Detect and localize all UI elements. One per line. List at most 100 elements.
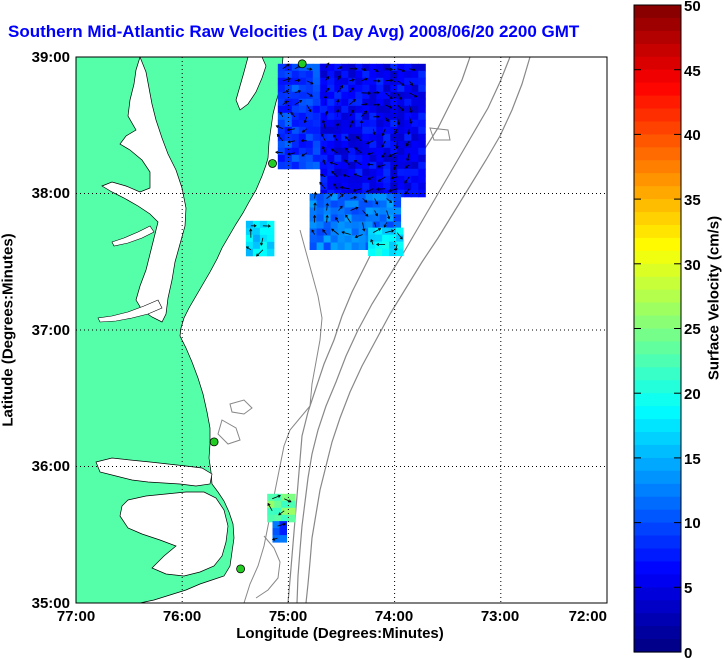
velocity-cell: [418, 119, 426, 128]
velocity-cell: [334, 77, 342, 86]
velocity-cell: [291, 126, 300, 135]
velocity-arrow: [340, 186, 350, 190]
velocity-cell: [397, 147, 405, 156]
velocity-cell: [327, 126, 335, 135]
velocity-cell: [418, 161, 426, 170]
velocity-cell: [266, 227, 275, 236]
york-river-water: [111, 225, 155, 247]
velocity-cell: [309, 193, 318, 201]
velocity-cell: [298, 119, 307, 128]
velocity-arrowhead: [356, 136, 360, 140]
velocity-cell: [305, 77, 314, 86]
velocity-arrowhead: [285, 90, 290, 94]
velocity-arrowhead: [404, 180, 408, 184]
velocity-cell: [393, 214, 402, 222]
velocity-cell: [334, 182, 342, 191]
velocity-cell: [277, 77, 286, 86]
velocity-arrow: [338, 205, 343, 211]
velocity-cell: [305, 126, 314, 135]
velocity-arrowhead: [329, 193, 333, 197]
velocity-cell: [386, 207, 395, 215]
isobath-deep: [305, 57, 531, 603]
velocity-cell: [355, 182, 363, 191]
velocity-arrow: [267, 503, 273, 511]
velocity-arrowhead: [256, 253, 260, 257]
james-river-water: [97, 299, 163, 323]
velocity-cell: [362, 161, 370, 170]
velocity-cell: [396, 248, 404, 257]
velocity-cell: [369, 168, 377, 177]
velocity-cell: [397, 133, 405, 142]
velocity-cell: [341, 182, 349, 191]
x-axis-label: Longitude (Degrees:Minutes): [236, 625, 444, 642]
velocity-cell: [358, 242, 367, 250]
velocity-cell: [365, 200, 374, 208]
velocity-cell: [277, 91, 286, 100]
velocity-cell: [312, 98, 321, 107]
velocity-cell: [327, 154, 335, 163]
colorbar-band: [634, 212, 681, 226]
velocity-arrow: [408, 80, 413, 86]
velocity-cell: [397, 77, 405, 86]
velocity-cell: [277, 105, 286, 114]
velocity-arrowhead: [350, 120, 354, 124]
velocity-arrow: [385, 104, 392, 109]
velocity-cell: [411, 77, 419, 86]
velocity-arrowhead: [282, 522, 286, 526]
velocity-arrowhead: [323, 95, 328, 99]
velocity-cell: [383, 112, 391, 121]
velocity-arrow: [381, 152, 386, 158]
velocity-cell: [298, 84, 307, 93]
y-tick-label: 36:00: [32, 458, 70, 475]
velocity-cell: [376, 147, 384, 156]
velocity-cell: [341, 112, 349, 121]
velocity-arrow: [362, 210, 369, 217]
velocity-cell: [309, 242, 318, 250]
velocity-arrowhead: [383, 224, 387, 228]
land-layer: [76, 57, 284, 603]
velocity-cell: [390, 140, 398, 149]
velocity-arrowhead: [287, 152, 291, 156]
velocity-cell: [277, 119, 286, 128]
velocity-cell: [267, 507, 275, 516]
velocity-cell: [375, 234, 383, 243]
velocity-cell: [316, 200, 325, 208]
velocity-cell: [298, 98, 307, 107]
velocity-arrowhead: [301, 153, 305, 157]
velocity-cell: [362, 154, 370, 163]
x-tick-label: 77:00: [57, 608, 95, 625]
velocity-arrow: [294, 90, 301, 94]
isobath-ring-1: [229, 399, 253, 415]
velocity-cell: [291, 63, 300, 72]
velocity-arrow: [382, 128, 386, 136]
velocity-cell: [344, 228, 353, 236]
velocity-cell: [358, 235, 367, 243]
velocity-arrowhead: [375, 201, 379, 205]
velocity-cell: [245, 220, 254, 229]
velocity-cell: [418, 91, 426, 100]
velocity-arrowhead: [344, 147, 348, 151]
velocity-cell: [372, 207, 381, 215]
velocity-cell: [298, 70, 307, 79]
velocity-cell: [418, 182, 426, 191]
velocity-arrowhead: [404, 165, 408, 169]
velocity-cell: [382, 234, 390, 243]
velocity-cell: [309, 221, 318, 229]
velocity-cell: [298, 161, 307, 170]
velocity-arrow: [388, 152, 398, 157]
velocity-arrowhead: [342, 174, 347, 178]
albemarle-sound-water: [95, 457, 213, 487]
velocity-cell: [358, 207, 367, 215]
velocity-arrowhead: [376, 103, 381, 107]
velocity-cell: [327, 63, 335, 72]
velocity-cell: [327, 84, 335, 93]
velocity-cell: [323, 235, 332, 243]
velocity-arrowhead: [399, 96, 402, 101]
velocity-arrowhead: [352, 99, 356, 103]
velocity-arrowhead: [370, 238, 374, 243]
velocity-arrowhead: [341, 231, 345, 235]
velocity-cell: [277, 140, 286, 149]
velocity-arrowhead: [326, 76, 330, 80]
velocity-cell: [372, 221, 381, 229]
